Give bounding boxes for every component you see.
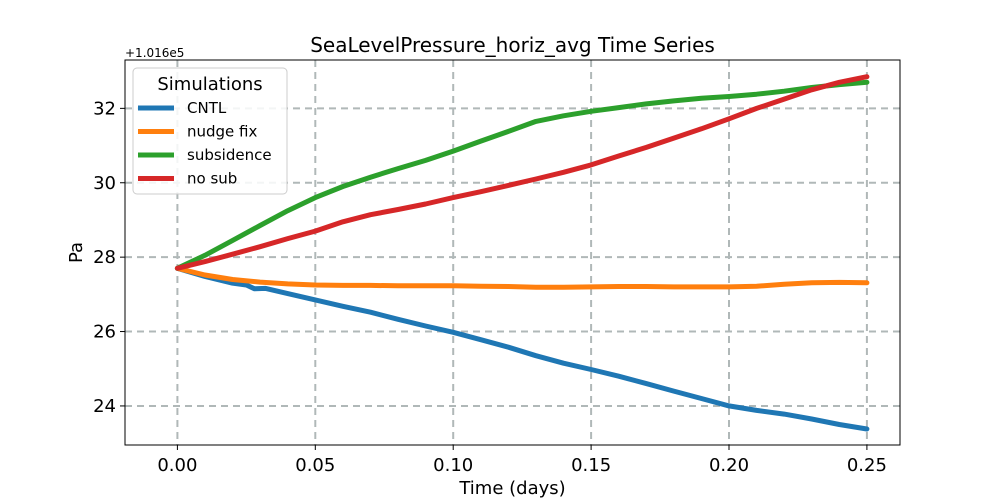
x-tick-label: 0.00 (157, 455, 197, 476)
x-axis-ticks: 0.00 0.05 0.10 0.15 0.20 0.25 (157, 445, 887, 476)
plot-area-frame (124, 59, 901, 446)
series-line-no-sub (174, 74, 870, 271)
x-tick-label: 0.05 (295, 455, 335, 476)
y-tick-label: 28 (93, 247, 116, 268)
legend-label-cntl: CNTL (187, 99, 227, 117)
series-line-cntl (174, 265, 870, 432)
legend: Simulations CNTL nudge fix subsidence no su… (132, 67, 288, 195)
y-tick-label: 26 (93, 322, 116, 343)
x-tick-label: 0.25 (847, 455, 887, 476)
y-tick-label: 30 (93, 173, 116, 194)
y-tick-label: 24 (93, 396, 116, 417)
legend-label-subsidence: subsidence (187, 146, 272, 164)
y-axis-offset-label: +1.016e5 (125, 46, 184, 60)
series-line-subsidence (174, 79, 870, 271)
legend-label-no-sub: no sub (187, 170, 237, 188)
chart-title: SeaLevelPressure_horiz_avg Time Series (310, 33, 715, 57)
series-lines (174, 74, 870, 432)
x-axis-label: Time (days) (458, 478, 565, 499)
series-line-nudge-fix (174, 265, 870, 290)
y-axis-label: Pa (66, 242, 87, 263)
x-tick-label: 0.10 (433, 455, 473, 476)
legend-box (132, 67, 288, 195)
x-tick-label: 0.15 (571, 455, 611, 476)
legend-label-nudge-fix: nudge fix (187, 123, 258, 141)
legend-title: Simulations (157, 74, 262, 95)
y-tick-label: 32 (93, 98, 116, 119)
y-axis-ticks: 24 26 28 30 32 (93, 98, 125, 417)
x-tick-label: 0.20 (709, 455, 749, 476)
